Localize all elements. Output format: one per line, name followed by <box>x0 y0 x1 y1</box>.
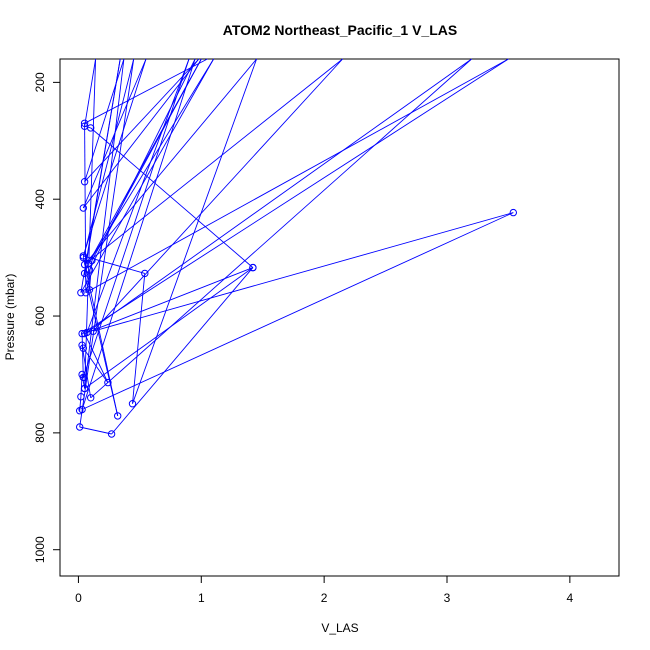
series-line-segment <box>81 212 514 410</box>
series-line-segment <box>82 58 135 258</box>
series-line-segment <box>84 58 343 265</box>
data-point <box>141 269 149 278</box>
series-line-segment <box>86 58 472 333</box>
series-line-segment <box>82 347 109 383</box>
data-point <box>107 430 116 438</box>
series-line-segment <box>90 58 472 399</box>
y-tick-label: 400 <box>33 189 47 209</box>
y-tick-label: 200 <box>33 72 47 92</box>
series-line-segment <box>93 212 514 332</box>
series-line-segment <box>81 374 86 389</box>
data-point <box>82 289 90 297</box>
data-point <box>84 259 93 268</box>
data-point <box>80 178 89 186</box>
x-tick-label: 4 <box>567 591 574 605</box>
x-tick-label: 2 <box>321 591 328 605</box>
series-line-segment <box>80 58 214 293</box>
x-tick-label: 3 <box>444 591 451 605</box>
data-point <box>128 400 137 408</box>
y-axis-label: Pressure (mbar) <box>3 274 17 361</box>
chart-title: ATOM2 Northeast_Pacific_1 V_LAS <box>223 22 457 38</box>
data-point <box>249 263 257 272</box>
data-point <box>509 208 517 217</box>
data-point <box>79 253 88 262</box>
series-line-segment <box>84 58 125 182</box>
series-line-segment <box>81 58 196 410</box>
series-line-segment <box>132 58 258 404</box>
series-line-segment <box>81 345 92 398</box>
data-point <box>78 405 86 414</box>
series-line-segment <box>81 333 84 378</box>
series-line-segment <box>84 333 109 383</box>
series-line-segment <box>84 58 121 274</box>
plot-marks <box>76 58 517 438</box>
data-point <box>79 373 88 382</box>
y-tick-label: 600 <box>33 306 47 326</box>
series-line-segment <box>132 273 146 404</box>
y-tick-label: 800 <box>33 423 47 443</box>
series-line-segment <box>79 426 112 435</box>
data-point <box>79 204 88 212</box>
series-line-segment <box>83 255 145 274</box>
series-line-segment <box>82 257 119 416</box>
data-point <box>87 124 95 132</box>
data-point <box>77 289 85 297</box>
data-point <box>78 341 86 349</box>
series-line-segment <box>87 58 202 264</box>
series-line-segment <box>84 58 97 127</box>
x-axis-label: V_LAS <box>321 621 358 635</box>
y-tick-label: 1000 <box>33 536 47 563</box>
series-line-segment <box>85 58 509 294</box>
series-line-segment <box>84 58 257 265</box>
data-point <box>80 384 89 393</box>
series-line-segment <box>79 58 135 428</box>
x-tick-label: 0 <box>75 591 82 605</box>
x-tick-label: 1 <box>198 591 205 605</box>
data-point <box>87 394 95 402</box>
data-point <box>83 328 91 337</box>
data-point <box>114 412 122 420</box>
series-line-segment <box>90 127 254 268</box>
data-point <box>76 423 84 431</box>
series-line-segment <box>92 58 343 332</box>
series-line-segment <box>82 58 190 378</box>
series-line-segment <box>79 396 82 411</box>
data-point <box>80 119 89 128</box>
data-point <box>80 269 89 278</box>
series-line-segment <box>84 58 97 389</box>
series-line-segment <box>81 58 509 334</box>
data-point <box>78 329 86 338</box>
series-line-segment <box>82 58 147 257</box>
series-line-segment <box>84 58 208 124</box>
series-line-segment <box>80 374 83 397</box>
data-point <box>104 378 112 387</box>
series-line-segment <box>86 58 190 333</box>
axes: 0 1 2 3 4 200 400 600 800 1000 <box>33 72 574 605</box>
data-point <box>77 393 85 401</box>
data-point <box>80 260 89 269</box>
